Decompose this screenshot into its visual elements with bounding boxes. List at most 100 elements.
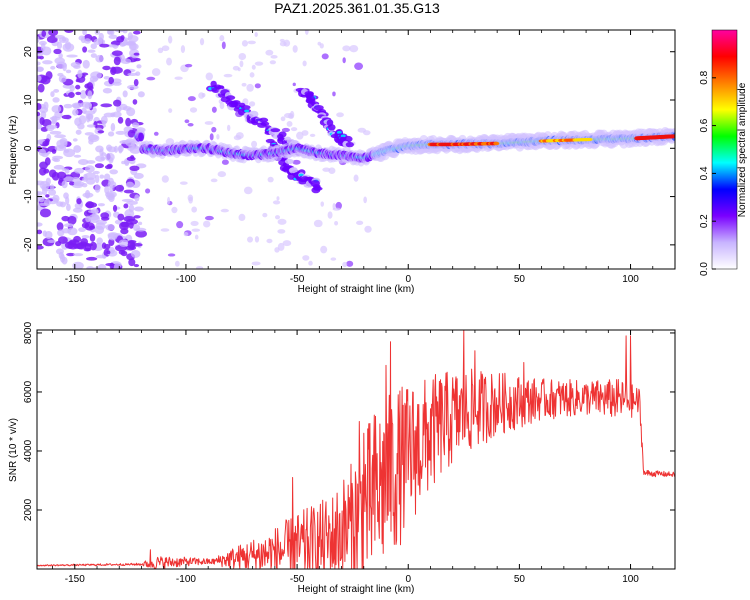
noise-blob — [220, 208, 229, 213]
noise-blob — [272, 200, 281, 205]
noise-blob — [84, 165, 95, 173]
branch-blob — [327, 124, 336, 131]
branch-blob — [306, 95, 316, 103]
tone-hot — [493, 141, 500, 146]
noise-blob — [42, 230, 47, 237]
noise-blob — [40, 75, 51, 85]
noise-blob — [110, 123, 116, 132]
colorbar-tick-label: 0.2 — [699, 214, 710, 228]
noise-blob — [223, 73, 233, 78]
spectrogram-ytick-label: 20 — [23, 46, 34, 58]
noise-blob — [61, 114, 72, 120]
noise-blob — [74, 117, 82, 127]
noise-blob — [342, 57, 346, 64]
noise-blob — [78, 35, 86, 41]
tone-hot — [586, 137, 593, 142]
noise-blob — [313, 219, 323, 228]
noise-blob — [289, 110, 295, 119]
noise-blob — [63, 223, 74, 228]
noise-blob — [112, 204, 118, 212]
noise-blob — [180, 45, 186, 54]
noise-blob — [38, 148, 47, 157]
noise-blob — [237, 67, 241, 72]
noise-blob — [191, 228, 201, 232]
noise-blob — [89, 233, 96, 242]
noise-blob — [111, 66, 123, 74]
noise-blob — [107, 131, 115, 137]
noise-blob — [86, 114, 91, 123]
spectrogram-frame — [36, 29, 676, 270]
noise-blob — [322, 167, 331, 172]
noise-blob — [46, 35, 58, 44]
noise-blob — [133, 52, 140, 56]
noise-blob — [37, 202, 49, 207]
noise-blob — [85, 215, 91, 223]
noise-blob — [85, 202, 98, 208]
noise-blob — [211, 106, 217, 113]
branch-blob — [248, 110, 259, 118]
noise-blob — [160, 228, 170, 232]
branch-blob — [289, 167, 298, 174]
tone-body — [138, 132, 145, 142]
colorbar-tick-label: 0.0 — [699, 262, 710, 276]
noise-blob — [91, 213, 97, 218]
spectrogram-xtick-label: -150 — [65, 274, 85, 285]
noise-blob — [115, 184, 125, 192]
noise-blob — [109, 169, 119, 175]
noise-blob — [221, 41, 226, 50]
noise-blob — [92, 170, 100, 175]
noise-blob — [126, 156, 136, 161]
spectrogram-image — [37, 30, 675, 269]
noise-blob — [134, 194, 140, 202]
noise-blob — [132, 99, 138, 105]
noise-blob — [246, 236, 254, 243]
noise-blob — [127, 35, 139, 43]
noise-blob — [251, 64, 256, 70]
noise-blob — [153, 131, 159, 136]
noise-blob — [226, 124, 231, 132]
noise-blob — [69, 181, 75, 186]
noise-blob — [121, 139, 133, 144]
noise-blob — [282, 240, 292, 247]
noise-blob — [346, 260, 354, 267]
noise-blob — [216, 134, 220, 140]
noise-blob — [96, 237, 103, 245]
spectrogram-ytick-label: -10 — [23, 189, 34, 204]
noise-blob — [120, 221, 130, 228]
noise-blob — [53, 48, 62, 55]
noise-blob — [176, 221, 184, 229]
snr-xtick-label: 0 — [405, 574, 411, 585]
noise-blob — [151, 68, 161, 76]
noise-blob — [292, 45, 298, 53]
noise-blob — [73, 181, 85, 187]
noise-blob — [86, 266, 95, 269]
noise-blob — [187, 96, 196, 102]
noise-blob — [131, 242, 143, 247]
noise-blob — [53, 164, 65, 170]
noise-blob — [133, 206, 144, 212]
noise-blob — [183, 232, 189, 237]
noise-blob — [37, 61, 41, 66]
noise-blob — [58, 75, 67, 83]
noise-blob — [320, 245, 328, 254]
noise-blob — [55, 240, 62, 247]
noise-blob — [103, 75, 111, 80]
noise-blob — [204, 121, 214, 125]
snr-ytick-label: 2000 — [23, 498, 34, 521]
noise-blob — [363, 196, 368, 204]
spectrogram-ylabel: Frequency (Hz) — [8, 116, 19, 185]
noise-blob — [38, 167, 47, 176]
noise-blob — [274, 215, 281, 220]
noise-blob — [61, 180, 68, 189]
noise-blob — [239, 60, 244, 68]
colorbar-gradient — [711, 29, 738, 270]
noise-blob — [37, 245, 44, 250]
branch-blob — [284, 158, 294, 165]
branch-blob — [225, 95, 236, 101]
noise-blob — [168, 108, 173, 113]
noise-blob — [241, 82, 247, 87]
noise-blob — [137, 221, 143, 226]
noise-blob — [37, 36, 40, 44]
noise-blob — [37, 66, 44, 72]
